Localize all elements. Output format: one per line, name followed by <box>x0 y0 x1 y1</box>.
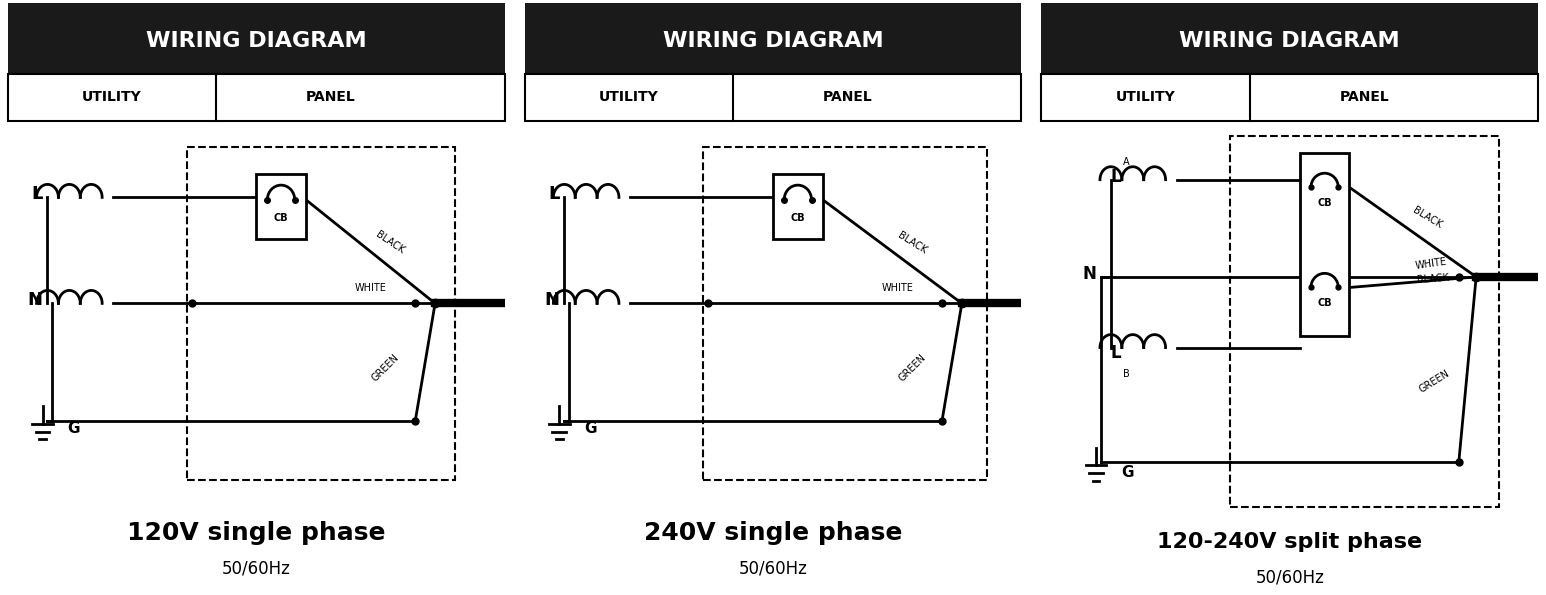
Text: G: G <box>68 421 80 436</box>
Text: 240V single phase: 240V single phase <box>643 521 903 545</box>
Text: WIRING DIAGRAM: WIRING DIAGRAM <box>145 32 366 51</box>
Text: BLACK: BLACK <box>1411 205 1444 230</box>
Text: UTILITY: UTILITY <box>1116 90 1175 104</box>
Text: WHITE: WHITE <box>881 283 914 293</box>
Text: 50/60Hz: 50/60Hz <box>739 559 807 578</box>
Text: CB: CB <box>1317 198 1333 208</box>
Bar <box>524 74 1022 121</box>
Bar <box>187 148 455 480</box>
Bar <box>257 174 306 239</box>
Text: BLACK: BLACK <box>374 230 407 256</box>
Text: GREEN: GREEN <box>897 353 928 384</box>
Text: N: N <box>544 292 560 309</box>
Text: A: A <box>1124 157 1130 167</box>
Bar <box>703 148 986 480</box>
Bar <box>524 3 1022 74</box>
Text: 50/60Hz: 50/60Hz <box>1255 568 1325 586</box>
Text: L: L <box>1110 168 1121 186</box>
Text: 120-240V split phase: 120-240V split phase <box>1158 532 1422 552</box>
Text: CB: CB <box>274 213 289 223</box>
Text: WIRING DIAGRAM: WIRING DIAGRAM <box>663 32 883 51</box>
Text: GREEN: GREEN <box>1416 368 1452 394</box>
Bar <box>8 74 504 121</box>
Bar <box>1042 74 1538 121</box>
Text: BLACK: BLACK <box>895 230 929 255</box>
Text: PANEL: PANEL <box>1339 90 1390 104</box>
Text: CB: CB <box>790 213 805 223</box>
Text: WHITE: WHITE <box>1415 257 1449 271</box>
Text: PANEL: PANEL <box>306 90 356 104</box>
Text: L: L <box>31 186 43 203</box>
Bar <box>773 174 822 239</box>
Text: G: G <box>1121 465 1133 480</box>
Text: L: L <box>547 186 560 203</box>
Text: BLACK: BLACK <box>1416 273 1449 286</box>
Text: WHITE: WHITE <box>354 283 386 293</box>
Text: UTILITY: UTILITY <box>598 90 659 104</box>
Bar <box>8 3 504 74</box>
Text: N: N <box>28 292 43 309</box>
Text: L: L <box>1110 345 1121 362</box>
Text: GREEN: GREEN <box>369 353 400 384</box>
Bar <box>1300 153 1350 336</box>
Text: N: N <box>1082 265 1096 283</box>
Text: B: B <box>1124 369 1130 379</box>
Text: 120V single phase: 120V single phase <box>127 521 385 545</box>
Text: WIRING DIAGRAM: WIRING DIAGRAM <box>1180 32 1401 51</box>
Bar <box>1231 136 1498 506</box>
Text: CB: CB <box>1317 298 1333 308</box>
Text: 50/60Hz: 50/60Hz <box>221 559 291 578</box>
Text: G: G <box>584 421 597 436</box>
Bar <box>1042 3 1538 74</box>
Text: PANEL: PANEL <box>822 90 872 104</box>
Text: UTILITY: UTILITY <box>82 90 142 104</box>
